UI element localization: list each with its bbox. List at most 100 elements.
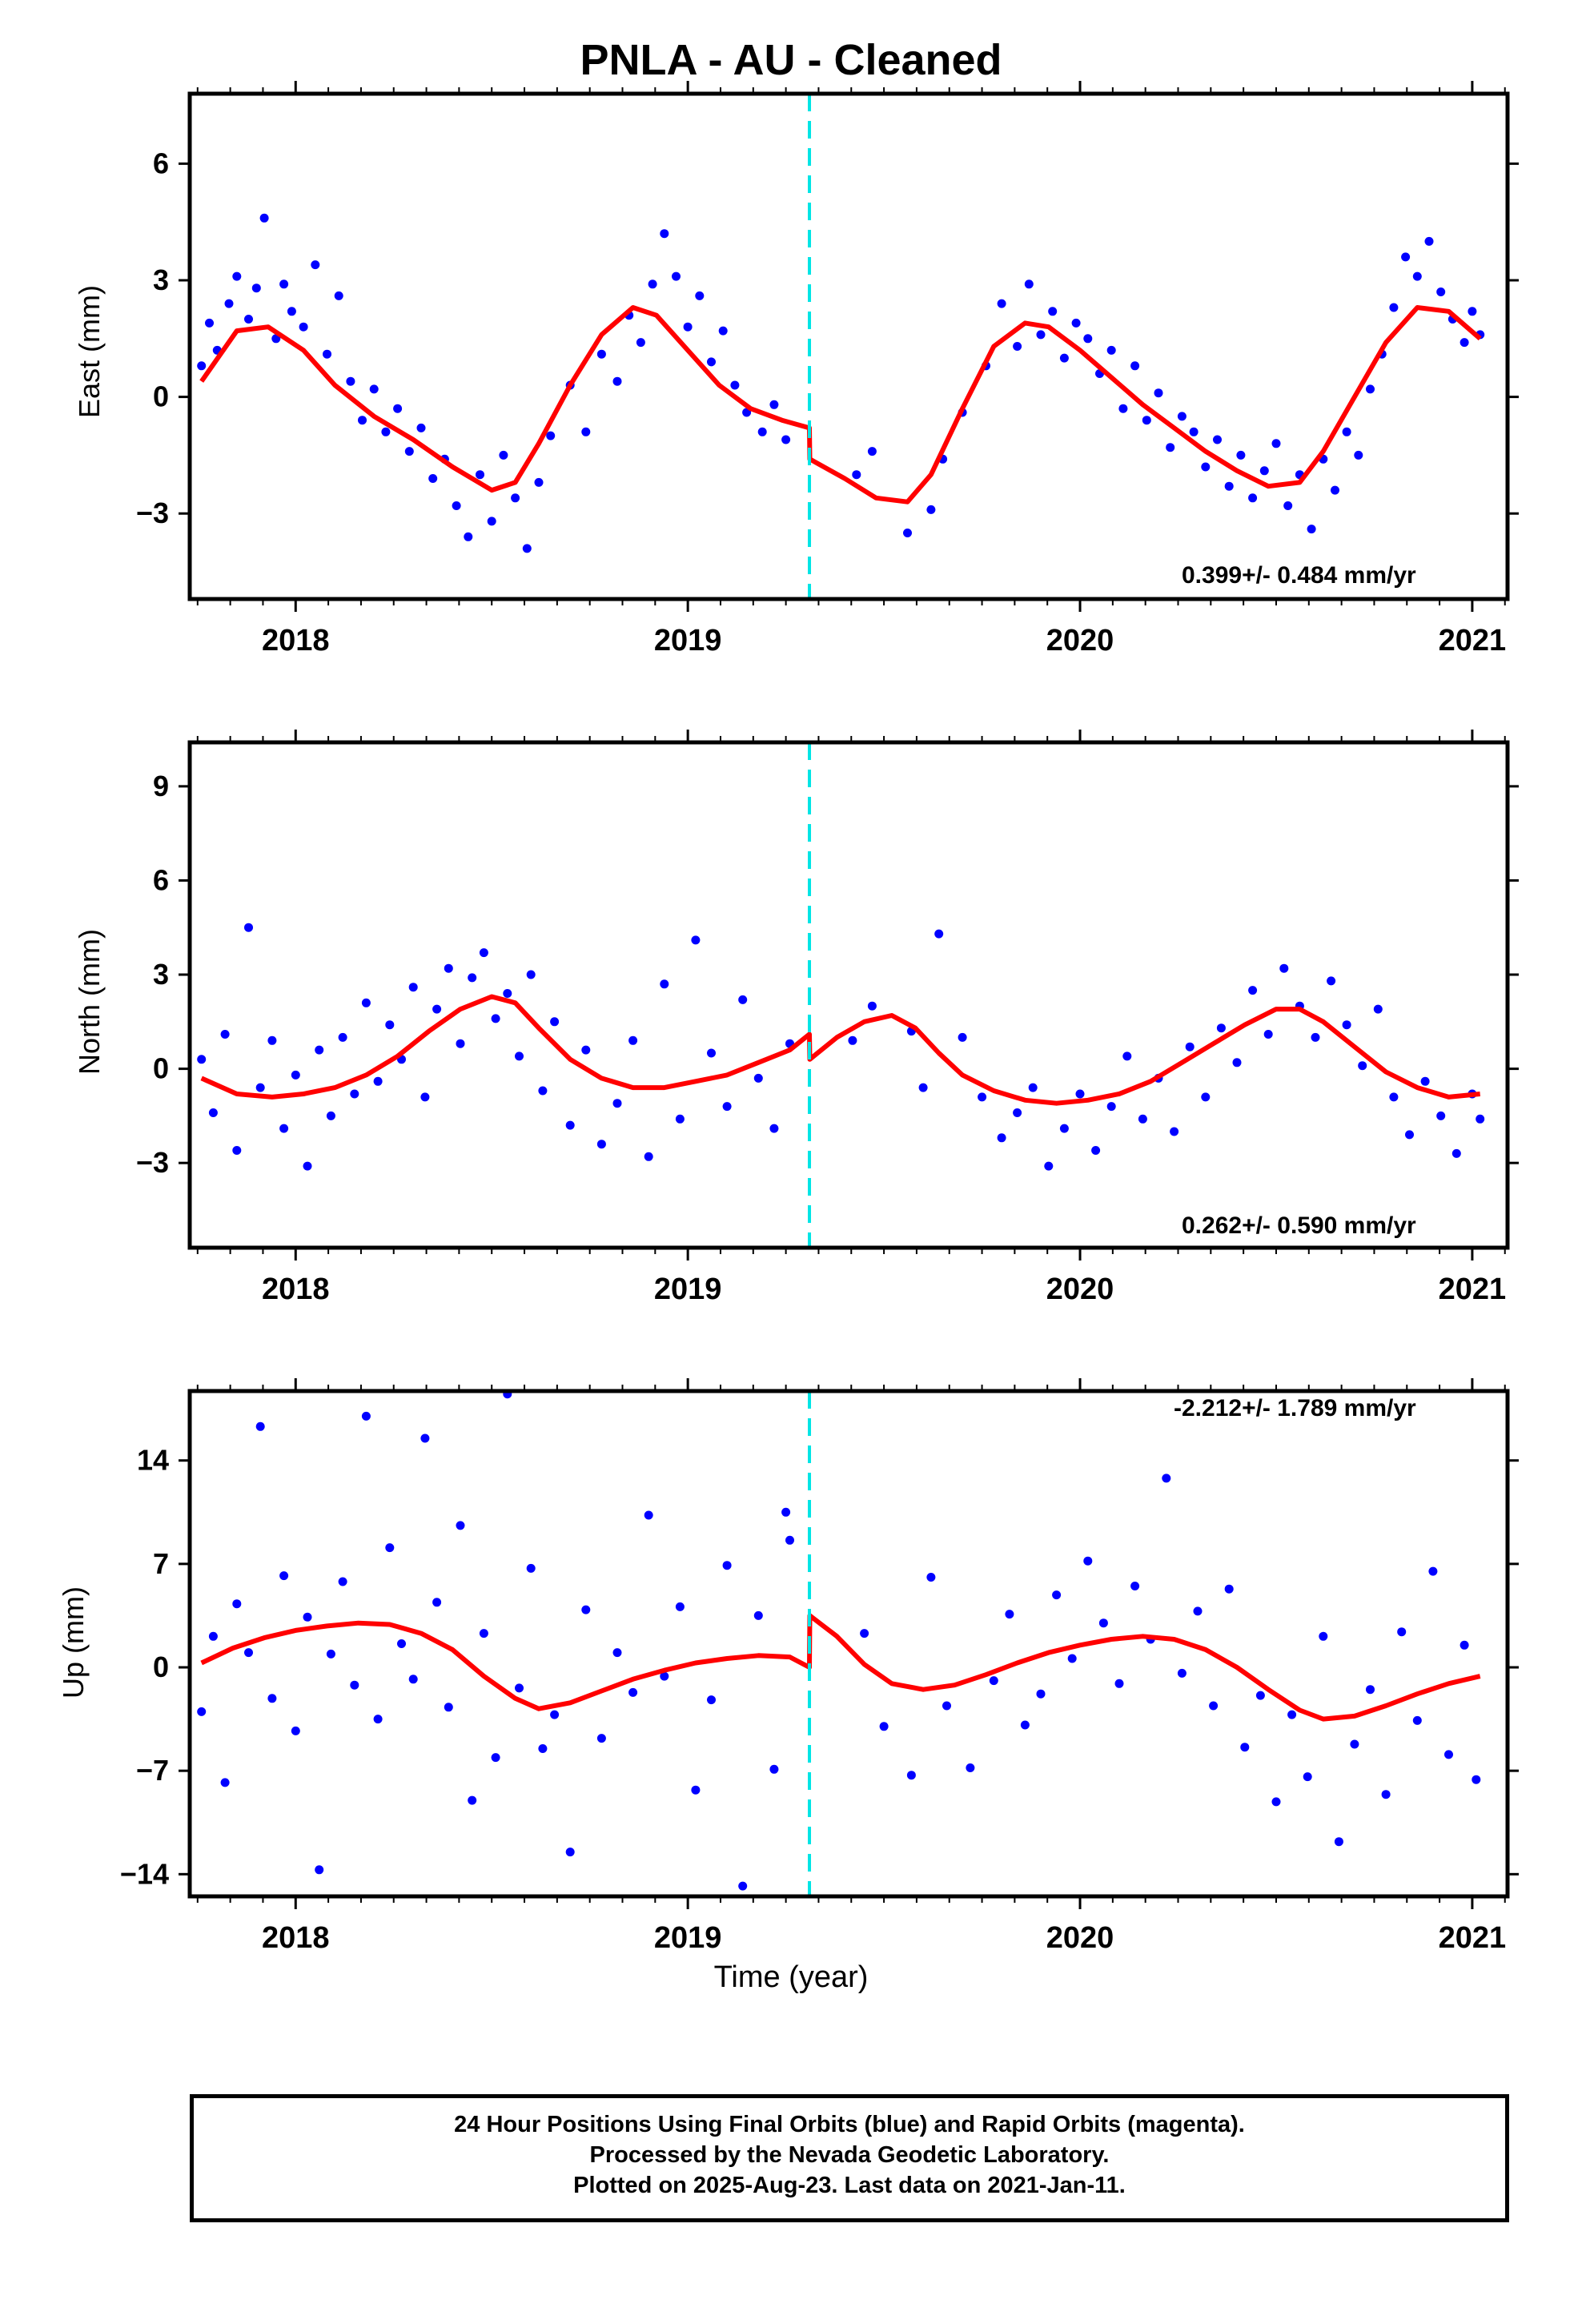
north-y-tick-label: 9	[153, 770, 169, 802]
up-data-point	[1472, 1775, 1481, 1784]
up-data-point	[385, 1543, 395, 1553]
up-data-point	[444, 1703, 453, 1712]
up-data-point	[232, 1599, 242, 1609]
east-model-line	[199, 305, 1482, 505]
north-data-point	[769, 1124, 779, 1133]
up-y-tick-label: 0	[153, 1651, 169, 1683]
up-data-point	[1397, 1627, 1407, 1637]
east-data-point	[452, 501, 461, 510]
east-data-point	[1118, 404, 1128, 413]
up-data-point	[1240, 1743, 1250, 1752]
east-data-point	[358, 416, 367, 425]
up-data-point	[644, 1510, 653, 1520]
north-data-point	[867, 1001, 877, 1011]
north-data-point	[934, 929, 944, 939]
north-data-point	[538, 1086, 548, 1096]
up-data-point	[208, 1631, 218, 1641]
east-data-point	[596, 349, 606, 359]
north-data-point	[707, 1048, 716, 1058]
up-data-point	[338, 1577, 347, 1586]
east-plot-frame	[187, 91, 1510, 601]
up-data-point	[1350, 1739, 1359, 1749]
up-y-tick-label: −14	[120, 1857, 169, 1890]
east-data-point	[903, 529, 912, 537]
east-data-point	[1307, 525, 1316, 534]
north-data-point	[1452, 1148, 1461, 1158]
north-y-tick-label: 3	[153, 958, 169, 991]
up-data-point	[397, 1639, 406, 1648]
east-data-point	[346, 376, 355, 386]
north-data-point	[722, 1102, 732, 1112]
east-data-point	[707, 357, 716, 367]
footer-line-1: 24 Hour Positions Using Final Orbits (bl…	[454, 2112, 1245, 2137]
up-data-point	[942, 1701, 951, 1711]
up-x-tick-label: 2018	[262, 1921, 330, 1955]
north-data-point	[565, 1120, 575, 1130]
east-data-point	[1460, 338, 1469, 348]
up-data-point	[879, 1722, 889, 1731]
north-data-point	[1279, 963, 1289, 973]
up-data-point	[1319, 1631, 1328, 1641]
east-data-point	[476, 470, 484, 480]
east-data-point	[1224, 481, 1234, 491]
east-data-point	[683, 322, 693, 332]
up-data-point	[491, 1753, 500, 1763]
up-data-point	[197, 1707, 207, 1716]
north-x-tick-label: 2019	[654, 1273, 722, 1306]
up-data-point	[989, 1676, 998, 1686]
up-plot-frame	[187, 1389, 1510, 1899]
east-data-point	[636, 338, 645, 348]
up-data-point	[361, 1411, 371, 1421]
east-data-point	[1213, 435, 1222, 444]
north-data-point	[1138, 1114, 1147, 1124]
up-data-point	[722, 1561, 732, 1570]
up-data-point	[255, 1421, 265, 1431]
up-data-point	[675, 1602, 685, 1611]
north-data-point	[1342, 1020, 1351, 1030]
north-data-point	[432, 1004, 442, 1014]
east-data-point	[1071, 318, 1081, 328]
east-y-tick-label: 0	[153, 380, 169, 413]
footer-line-3: Plotted on 2025-Aug-23. Last data on 202…	[573, 2173, 1126, 2198]
up-data-point	[1334, 1837, 1343, 1847]
up-data-point	[420, 1433, 430, 1443]
up-data-point	[1381, 1790, 1391, 1799]
up-data-point	[612, 1648, 622, 1658]
up-data-point	[1193, 1606, 1203, 1616]
up-data-point	[966, 1763, 975, 1772]
north-data-point	[753, 1073, 763, 1083]
up-data-point	[1036, 1689, 1046, 1699]
up-data-point	[1287, 1710, 1297, 1719]
up-model-line	[200, 1613, 1481, 1722]
up-x-tick-label: 2021	[1439, 1921, 1507, 1955]
north-data-point	[997, 1133, 1006, 1143]
north-data-point	[1327, 976, 1336, 986]
east-data-point	[1189, 427, 1199, 436]
east-data-point	[1024, 279, 1034, 289]
east-data-point	[393, 404, 403, 413]
up-y-axis-label: Up (mm)	[57, 1586, 90, 1699]
east-data-point	[1154, 388, 1163, 398]
up-data-point	[1224, 1584, 1234, 1594]
east-data-point	[299, 322, 308, 332]
east-data-point	[487, 517, 496, 526]
up-data-point	[350, 1680, 359, 1690]
up-data-point	[1052, 1590, 1062, 1600]
east-data-point	[534, 477, 544, 487]
up-data-point	[1460, 1640, 1469, 1650]
up-data-point	[244, 1648, 253, 1658]
north-y-tick-label: −3	[136, 1146, 169, 1179]
east-data-point	[546, 431, 556, 440]
east-data-point	[1283, 501, 1293, 510]
east-x-tick-label: 2021	[1439, 624, 1507, 657]
north-data-point	[1476, 1114, 1485, 1124]
north-data-point	[918, 1083, 928, 1092]
east-x-tick-label: 2020	[1046, 624, 1114, 657]
up-data-point	[220, 1778, 230, 1787]
east-data-point	[369, 384, 379, 394]
up-data-point	[906, 1771, 916, 1780]
east-data-point	[1166, 443, 1175, 452]
north-data-point	[1091, 1146, 1101, 1155]
north-data-point	[738, 995, 748, 1004]
east-data-point	[1424, 236, 1434, 246]
